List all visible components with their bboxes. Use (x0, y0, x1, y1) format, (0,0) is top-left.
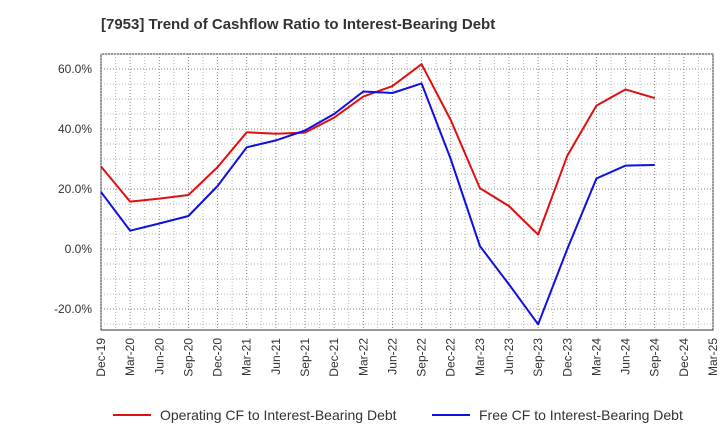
x-tick-label: Sep-23 (531, 338, 545, 377)
y-tick-label: -20.0% (54, 302, 92, 316)
x-tick-label: Jun-21 (269, 338, 283, 375)
axes: -20.0% 0.0% 20.0% 40.0% 60.0% Dec-19 Mar-20 Jun… (54, 62, 720, 377)
series-lines (100, 63, 655, 326)
legend-swatch-operating-cf (113, 414, 151, 416)
y-tick-label: 60.0% (58, 62, 92, 76)
x-tick-label: Sep-22 (415, 338, 429, 377)
legend-label-operating-cf: Operating CF to Interest-Bearing Debt (160, 407, 397, 423)
x-tick-label: Sep-21 (298, 338, 312, 377)
legend-label-free-cf: Free CF to Interest-Bearing Debt (479, 407, 683, 423)
x-tick-label: Mar-25 (706, 338, 720, 376)
legend-swatch-free-cf (432, 414, 470, 416)
x-tick-label: Jun-23 (502, 338, 516, 375)
x-tick-label: Mar-24 (589, 338, 603, 376)
grid (100, 53, 714, 331)
x-tick-label: Mar-20 (123, 338, 137, 376)
x-tick-label: Dec-20 (211, 338, 225, 377)
y-tick-label: 40.0% (58, 122, 92, 136)
legend-item-free-cf: Free CF to Interest-Bearing Debt (432, 404, 683, 426)
x-tick-label: Dec-21 (327, 338, 341, 377)
x-tick-label: Sep-20 (181, 338, 195, 377)
x-tick-label: Sep-24 (648, 338, 662, 377)
series-line-free-cf (100, 82, 655, 326)
legend: Operating CF to Interest-Bearing Debt Fr… (0, 404, 720, 426)
x-tick-label: Jun-22 (385, 338, 399, 375)
x-tick-label: Dec-22 (444, 338, 458, 377)
x-tick-label: Dec-19 (94, 338, 108, 377)
x-tick-label: Jun-20 (152, 338, 166, 375)
legend-item-operating-cf: Operating CF to Interest-Bearing Debt (113, 404, 397, 426)
x-tick-label: Mar-22 (356, 338, 370, 376)
y-tick-label: 0.0% (65, 242, 93, 256)
x-tick-label: Dec-23 (560, 338, 574, 377)
x-tick-label: Mar-21 (240, 338, 254, 376)
y-tick-label: 20.0% (58, 182, 92, 196)
chart-title: [7953] Trend of Cashflow Ratio to Intere… (101, 16, 496, 33)
x-tick-label: Mar-23 (473, 338, 487, 376)
x-tick-label: Jun-24 (619, 338, 633, 375)
x-tick-label: Dec-24 (677, 338, 691, 377)
